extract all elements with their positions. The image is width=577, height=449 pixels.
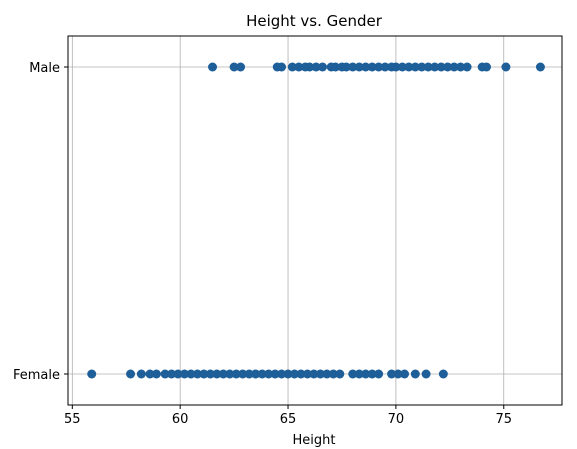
data-point-female (393, 369, 403, 379)
data-point-male (443, 62, 453, 72)
data-point-female (374, 369, 384, 379)
x-tick-label: 60 (172, 412, 189, 427)
y-axis-ticks: Female Male (13, 61, 68, 383)
data-point-male (318, 62, 328, 72)
data-point-male (481, 62, 491, 72)
data-point-female (277, 369, 287, 379)
data-point-male (417, 62, 427, 72)
x-axis-label: Height (293, 433, 336, 448)
data-point-female (302, 369, 312, 379)
data-point-male (430, 62, 440, 72)
data-point-female (238, 369, 248, 379)
data-point-female (348, 369, 358, 379)
data-point-female (315, 369, 325, 379)
x-tick-label: 65 (280, 412, 297, 427)
data-point-female (212, 369, 222, 379)
data-point-female (199, 369, 209, 379)
data-point-male (229, 62, 239, 72)
data-point-female (151, 369, 161, 379)
data-point-male (287, 62, 297, 72)
data-point-female (231, 369, 241, 379)
data-point-female (290, 369, 300, 379)
x-tick-label: 55 (64, 412, 81, 427)
data-point-male (367, 62, 377, 72)
data-point-female (87, 369, 97, 379)
data-point-male (449, 62, 459, 72)
data-point-male (535, 62, 545, 72)
data-point-female (322, 369, 332, 379)
data-point-female (309, 369, 319, 379)
data-point-male (423, 62, 433, 72)
data-point-male (391, 62, 401, 72)
data-point-male (330, 62, 340, 72)
data-point-male (374, 62, 384, 72)
plot-area-frame (67, 35, 563, 406)
data-point-male (311, 62, 321, 72)
data-point-male (341, 62, 351, 72)
data-point-female (335, 369, 345, 379)
data-point-male (380, 62, 390, 72)
data-point-male (294, 62, 304, 72)
data-point-female (218, 369, 228, 379)
data-point-male (348, 62, 358, 72)
data-point-male (436, 62, 446, 72)
x-tick-label: 75 (495, 412, 512, 427)
data-point-female (328, 369, 338, 379)
data-point-female (145, 369, 155, 379)
data-point-female (387, 369, 397, 379)
data-point-female (438, 369, 448, 379)
data-point-female (192, 369, 202, 379)
data-point-female (400, 369, 410, 379)
data-point-female (167, 369, 177, 379)
data-point-male (397, 62, 407, 72)
data-point-male (456, 62, 466, 72)
data-point-female (251, 369, 261, 379)
data-point-female (367, 369, 377, 379)
data-point-female (186, 369, 196, 379)
data-point-female (410, 369, 420, 379)
data-point-male (277, 62, 287, 72)
data-points (87, 62, 545, 379)
data-point-female (205, 369, 215, 379)
data-point-male (354, 62, 364, 72)
data-point-female (244, 369, 254, 379)
data-point-male (361, 62, 371, 72)
data-point-female (296, 369, 306, 379)
data-point-female (421, 369, 431, 379)
data-point-female (173, 369, 183, 379)
data-point-female (264, 369, 274, 379)
y-tick-label: Male (29, 61, 60, 76)
x-tick-label: 70 (388, 412, 405, 427)
data-point-female (257, 369, 267, 379)
data-point-female (160, 369, 170, 379)
data-point-male (501, 62, 511, 72)
data-point-male (404, 62, 414, 72)
data-point-female (354, 369, 364, 379)
data-point-male (462, 62, 472, 72)
data-point-female (361, 369, 371, 379)
grid (68, 36, 562, 405)
data-point-male (236, 62, 246, 72)
data-point-male (410, 62, 420, 72)
x-axis-ticks: 55 60 65 70 75 (64, 405, 512, 427)
data-point-female (283, 369, 293, 379)
data-point-male (208, 62, 218, 72)
data-point-female (225, 369, 235, 379)
chart-title: Height vs. Gender (246, 12, 383, 30)
data-point-female (270, 369, 280, 379)
data-point-female (126, 369, 136, 379)
data-point-male (305, 62, 315, 72)
y-tick-label: Female (13, 368, 60, 383)
data-point-female (136, 369, 146, 379)
data-point-female (179, 369, 189, 379)
